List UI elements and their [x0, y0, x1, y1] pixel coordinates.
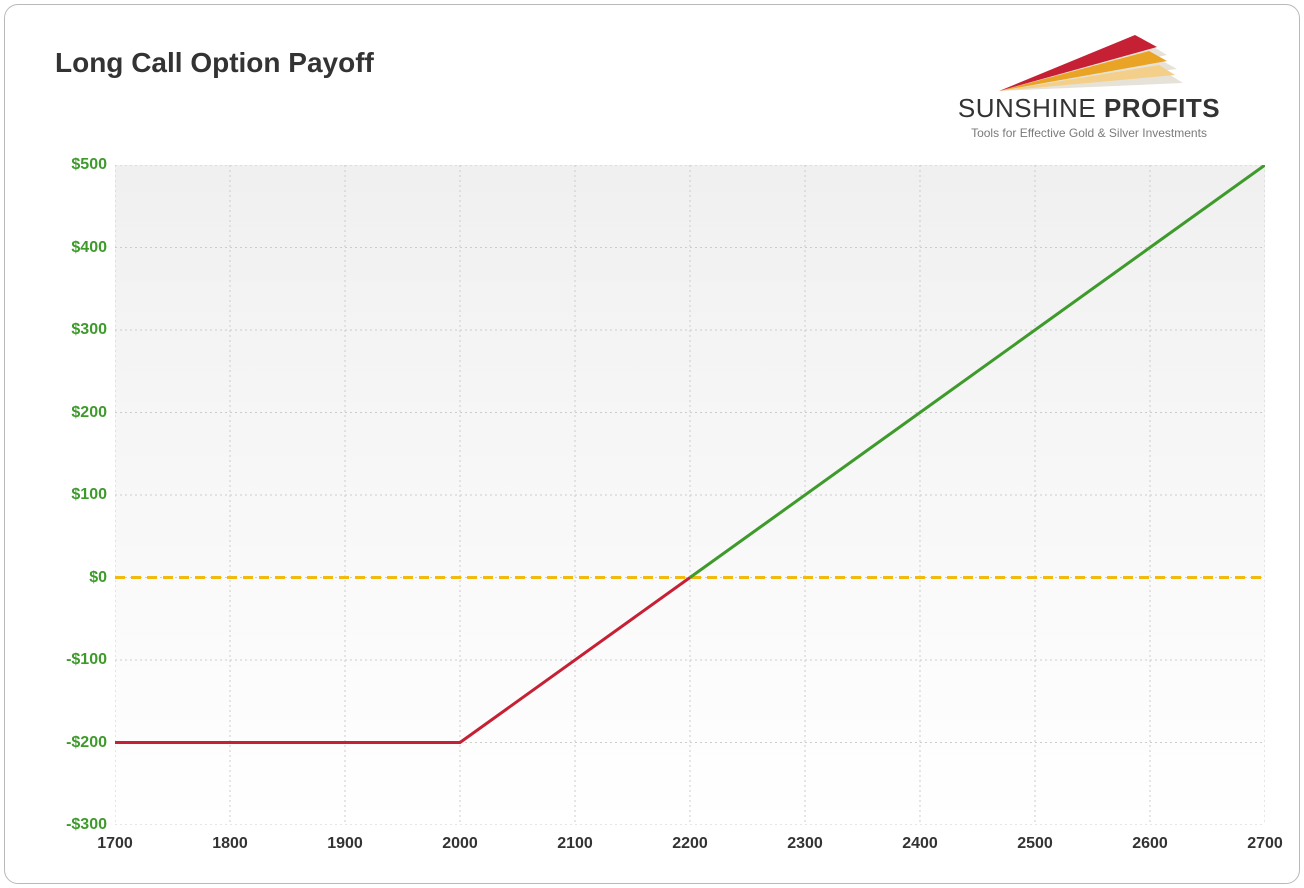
- plot-area: [115, 165, 1265, 825]
- brand-logo: SUNSHINE PROFITS Tools for Effective Gol…: [909, 29, 1269, 149]
- x-tick-label: 2500: [1013, 835, 1057, 853]
- y-tick-label: -$200: [52, 734, 107, 752]
- y-tick-label: -$300: [52, 816, 107, 834]
- x-tick-label: 2200: [668, 835, 712, 853]
- logo-brand-right: PROFITS: [1104, 93, 1220, 123]
- logo-brand: SUNSHINE PROFITS: [909, 93, 1269, 124]
- x-tick-label: 1800: [208, 835, 252, 853]
- chart-card: Long Call Option Payoff SUNSHINE PROFITS…: [4, 4, 1300, 884]
- x-tick-label: 2700: [1243, 835, 1287, 853]
- y-tick-label: $300: [52, 321, 107, 339]
- series-profit: [690, 165, 1265, 578]
- logo-rays-icon: [989, 29, 1189, 95]
- logo-tagline: Tools for Effective Gold & Silver Invest…: [909, 126, 1269, 140]
- logo-brand-left: SUNSHINE: [958, 93, 1096, 123]
- x-tick-label: 2400: [898, 835, 942, 853]
- y-tick-label: $400: [52, 239, 107, 257]
- plot-wrap: -$300-$200-$100$0$100$200$300$400$500 17…: [55, 165, 1265, 865]
- x-tick-label: 1900: [323, 835, 367, 853]
- payoff-series: [115, 165, 1265, 825]
- y-tick-label: $500: [52, 156, 107, 174]
- x-tick-label: 2600: [1128, 835, 1172, 853]
- chart-title: Long Call Option Payoff: [55, 47, 374, 79]
- y-tick-label: $0: [52, 569, 107, 587]
- x-tick-label: 2300: [783, 835, 827, 853]
- x-tick-label: 2100: [553, 835, 597, 853]
- series-loss: [115, 578, 690, 743]
- y-tick-label: $200: [52, 404, 107, 422]
- y-tick-label: $100: [52, 486, 107, 504]
- x-tick-label: 1700: [93, 835, 137, 853]
- x-tick-label: 2000: [438, 835, 482, 853]
- y-tick-label: -$100: [52, 651, 107, 669]
